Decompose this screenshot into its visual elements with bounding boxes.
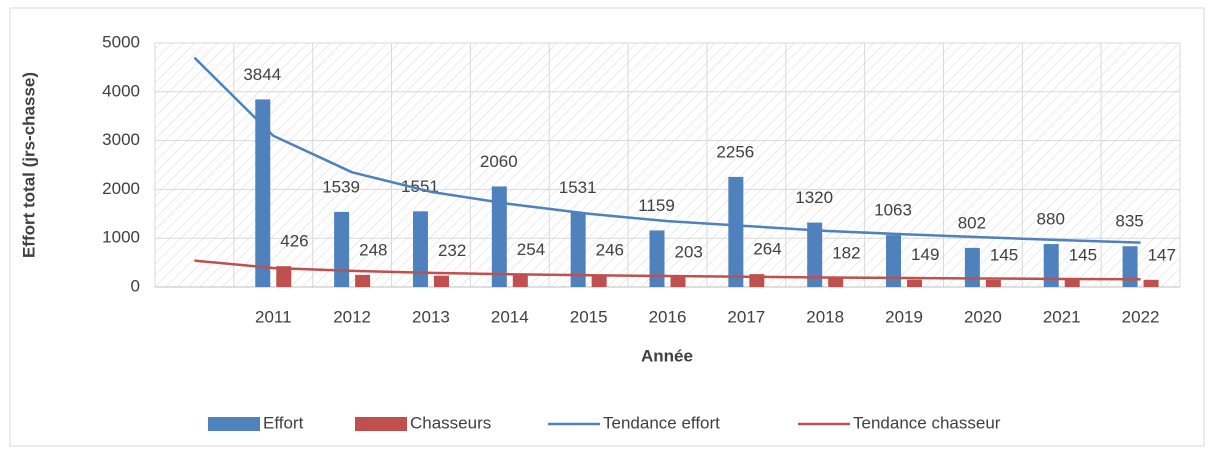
y-tick-label: 2000 xyxy=(102,179,140,198)
legend-swatch xyxy=(355,417,407,431)
x-tick-label: 2012 xyxy=(333,307,371,326)
bar xyxy=(591,274,607,287)
legend-label: Chasseurs xyxy=(410,413,491,432)
x-tick-label: 2022 xyxy=(1122,307,1160,326)
data-label: 2256 xyxy=(716,142,754,161)
data-label: 1063 xyxy=(874,201,912,220)
y-tick-label: 4000 xyxy=(102,81,140,100)
y-tick-label: 0 xyxy=(131,276,140,295)
data-label: 203 xyxy=(675,243,703,262)
x-tick-label: 2020 xyxy=(964,307,1002,326)
trend-line xyxy=(193,56,1141,244)
trend-line xyxy=(194,259,1141,281)
x-tick-label: 2015 xyxy=(570,307,608,326)
legend-label: Effort xyxy=(263,413,304,432)
data-label: 147 xyxy=(1148,245,1176,264)
x-tick-label: 2021 xyxy=(1043,307,1081,326)
y-axis-title: Effort total (jrs-chasse) xyxy=(19,72,38,258)
bar xyxy=(1043,244,1059,287)
data-label: 2060 xyxy=(480,152,518,171)
data-label: 232 xyxy=(438,241,466,260)
y-tick-label: 1000 xyxy=(102,228,140,247)
x-tick-label: 2018 xyxy=(806,307,844,326)
bar xyxy=(670,277,686,287)
plot-area xyxy=(155,43,1180,287)
bar xyxy=(907,279,923,287)
bar xyxy=(807,222,823,287)
bar xyxy=(649,230,665,287)
bar xyxy=(491,186,507,287)
bar xyxy=(355,274,371,287)
data-label: 264 xyxy=(753,240,781,259)
data-label: 248 xyxy=(359,240,387,259)
x-tick-label: 2011 xyxy=(255,307,292,326)
bar xyxy=(1064,279,1080,287)
bar xyxy=(1122,246,1138,287)
data-label: 145 xyxy=(1069,245,1097,264)
data-label: 1320 xyxy=(795,188,833,207)
data-label: 182 xyxy=(832,244,860,263)
bar xyxy=(964,247,980,287)
bar xyxy=(828,278,844,287)
bar xyxy=(1143,279,1159,287)
data-label: 145 xyxy=(990,245,1018,264)
data-label: 149 xyxy=(911,245,939,264)
data-label: 254 xyxy=(517,240,545,259)
legend-swatch xyxy=(208,417,260,431)
data-label: 3844 xyxy=(243,65,281,84)
data-label: 835 xyxy=(1115,212,1143,231)
legend-label: Tendance chasseur xyxy=(853,413,1001,432)
bar xyxy=(570,212,586,287)
bar xyxy=(334,211,350,287)
bar xyxy=(985,279,1001,287)
bar xyxy=(728,176,744,287)
data-label: 802 xyxy=(958,213,986,232)
bar xyxy=(276,266,292,287)
x-axis-title: Année xyxy=(641,346,693,365)
x-tick-label: 2017 xyxy=(727,307,765,326)
x-tick-label: 2016 xyxy=(649,307,687,326)
data-label: 1539 xyxy=(322,177,360,196)
x-tick-label: 2013 xyxy=(412,307,450,326)
y-tick-label: 3000 xyxy=(102,130,140,149)
data-label: 426 xyxy=(280,232,308,251)
data-label: 1531 xyxy=(559,178,597,197)
bar xyxy=(412,211,428,287)
legend-label: Tendance effort xyxy=(603,413,720,432)
y-tick-label: 5000 xyxy=(102,32,140,51)
bar xyxy=(886,235,902,287)
bar xyxy=(255,99,271,287)
data-label: 880 xyxy=(1037,210,1065,229)
bar xyxy=(433,275,449,287)
bar xyxy=(512,274,528,287)
data-label: 246 xyxy=(596,240,624,259)
x-tick-label: 2014 xyxy=(491,307,529,326)
data-label: 1159 xyxy=(638,196,675,215)
x-tick-label: 2019 xyxy=(885,307,923,326)
